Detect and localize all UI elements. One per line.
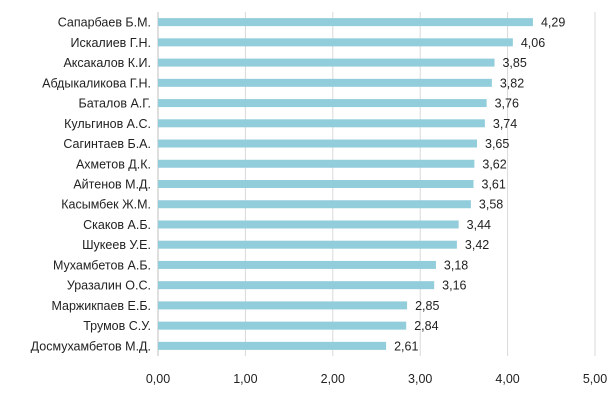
value-label-0: 4,29 [541, 16, 565, 30]
category-label-14: Маржикпаев Е.Б. [51, 299, 151, 313]
value-label-12: 3,18 [444, 258, 468, 272]
bar-15 [158, 321, 407, 330]
category-label-7: Ахметов Д.К. [76, 157, 151, 171]
category-label-1: Искалиев Г.Н. [71, 36, 152, 50]
value-label-4: 3,76 [495, 97, 519, 111]
bar-6 [158, 139, 478, 148]
category-label-13: Уразалин О.С. [67, 279, 151, 293]
bar-4 [158, 99, 487, 108]
category-label-16: Досмухамбетов М.Д. [31, 339, 151, 353]
category-label-6: Сагинтаев Б.А. [63, 137, 151, 151]
x-tick-label-2: 2,00 [321, 372, 345, 386]
x-tick-label-5: 5,00 [583, 372, 607, 386]
value-label-7: 3,62 [482, 157, 506, 171]
x-tick-label-1: 1,00 [233, 372, 257, 386]
bar-10 [158, 220, 459, 229]
bar-13 [158, 281, 435, 290]
value-label-3: 3,82 [500, 76, 524, 90]
value-label-10: 3,44 [467, 218, 491, 232]
value-label-9: 3,58 [479, 198, 503, 212]
bar-16 [158, 341, 387, 350]
category-label-5: Кульгинов А.С. [64, 117, 151, 131]
category-label-4: Баталов А.Г. [79, 97, 151, 111]
category-label-0: Сапарбаев Б.М. [58, 16, 151, 30]
bar-1 [158, 38, 513, 47]
bar-2 [158, 58, 495, 67]
x-axis-tick-labels: 0,00 1,00 2,00 3,00 4,00 5,00 [146, 372, 607, 386]
category-label-9: Касымбек Ж.М. [61, 198, 151, 212]
bar-11 [158, 240, 457, 249]
bar-5 [158, 119, 485, 128]
value-label-15: 2,84 [414, 319, 438, 333]
x-tick-label-3: 3,00 [408, 372, 432, 386]
x-tick-label-4: 4,00 [495, 372, 519, 386]
category-label-15: Трумов С.У. [83, 319, 151, 333]
x-tick-label-0: 0,00 [146, 372, 170, 386]
value-label-14: 2,85 [415, 299, 439, 313]
value-label-6: 3,65 [485, 137, 509, 151]
bars [158, 18, 533, 350]
bar-9 [158, 200, 471, 209]
category-label-2: Аксакалов К.И. [63, 56, 151, 70]
category-label-8: Айтенов М.Д. [73, 178, 151, 192]
category-label-3: Абдыкаликова Г.Н. [42, 76, 151, 90]
bar-0 [158, 18, 533, 27]
value-label-11: 3,42 [465, 238, 489, 252]
value-label-2: 3,85 [502, 56, 526, 70]
category-label-11: Шукеев У.Е. [82, 238, 151, 252]
bar-7 [158, 159, 475, 168]
category-label-10: Скаков А.Б. [83, 218, 151, 232]
value-label-1: 4,06 [521, 36, 545, 50]
value-label-16: 2,61 [394, 339, 418, 353]
bar-12 [158, 260, 436, 269]
value-label-8: 3,61 [482, 178, 506, 192]
bar-3 [158, 78, 492, 87]
category-label-12: Мухамбетов А.Б. [53, 258, 151, 272]
value-labels: 4,29 4,06 3,85 3,82 3,76 3,74 3,65 3,62 3,61 3,58… [394, 16, 565, 354]
bar-8 [158, 180, 474, 188]
value-label-13: 3,16 [442, 279, 466, 293]
category-labels: Сапарбаев Б.М. Искалиев Г.Н. Аксакалов К.И… [31, 16, 151, 354]
bar-14 [158, 301, 408, 310]
value-label-5: 3,74 [493, 117, 517, 131]
